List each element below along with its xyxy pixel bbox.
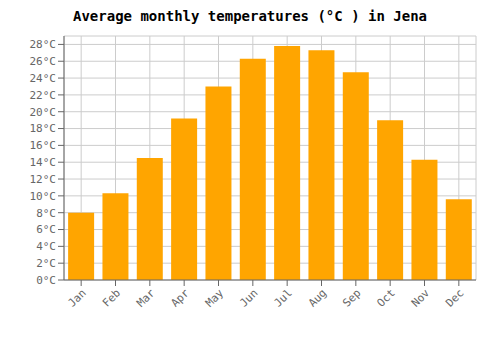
html-text:Average monthly temperatures (: Average monthly temperatures (°C ) in Je… [73, 8, 427, 24]
svg-text:14°C: 14°C [30, 156, 57, 169]
svg-text:Dec: Dec [443, 286, 466, 309]
svg-text:6°C: 6°C [36, 223, 56, 236]
svg-text:26°C: 26°C [30, 55, 57, 68]
svg-text:2°C: 2°C [36, 257, 56, 270]
svg-text:10°C: 10°C [30, 190, 57, 203]
svg-text:18°C: 18°C [30, 122, 57, 135]
svg-text:Sep: Sep [340, 286, 363, 309]
svg-text:Aug: Aug [306, 286, 329, 309]
svg-text:28°C: 28°C [30, 38, 57, 51]
svg-text:Mar: Mar [134, 286, 158, 310]
svg-text:16°C: 16°C [30, 139, 57, 152]
svg-text:Jan: Jan [66, 286, 89, 309]
svg-text:Feb: Feb [100, 286, 123, 309]
svg-text:8°C: 8°C [36, 207, 56, 220]
svg-text:May: May [203, 286, 227, 310]
svg-text:4°C: 4°C [36, 240, 56, 253]
svg-text:12°C: 12°C [30, 173, 57, 186]
svg-text:24°C: 24°C [30, 72, 57, 85]
svg-text:22°C: 22°C [30, 89, 57, 102]
svg-text:Jul: Jul [272, 286, 295, 309]
svg-text:Jun: Jun [237, 286, 260, 309]
svg-text:Apr: Apr [169, 286, 193, 310]
svg-text:Oct: Oct [375, 286, 398, 309]
svg-text:20°C: 20°C [30, 106, 57, 119]
svg-text:0°C: 0°C [36, 274, 56, 287]
svg-text:Nov: Nov [409, 286, 433, 310]
